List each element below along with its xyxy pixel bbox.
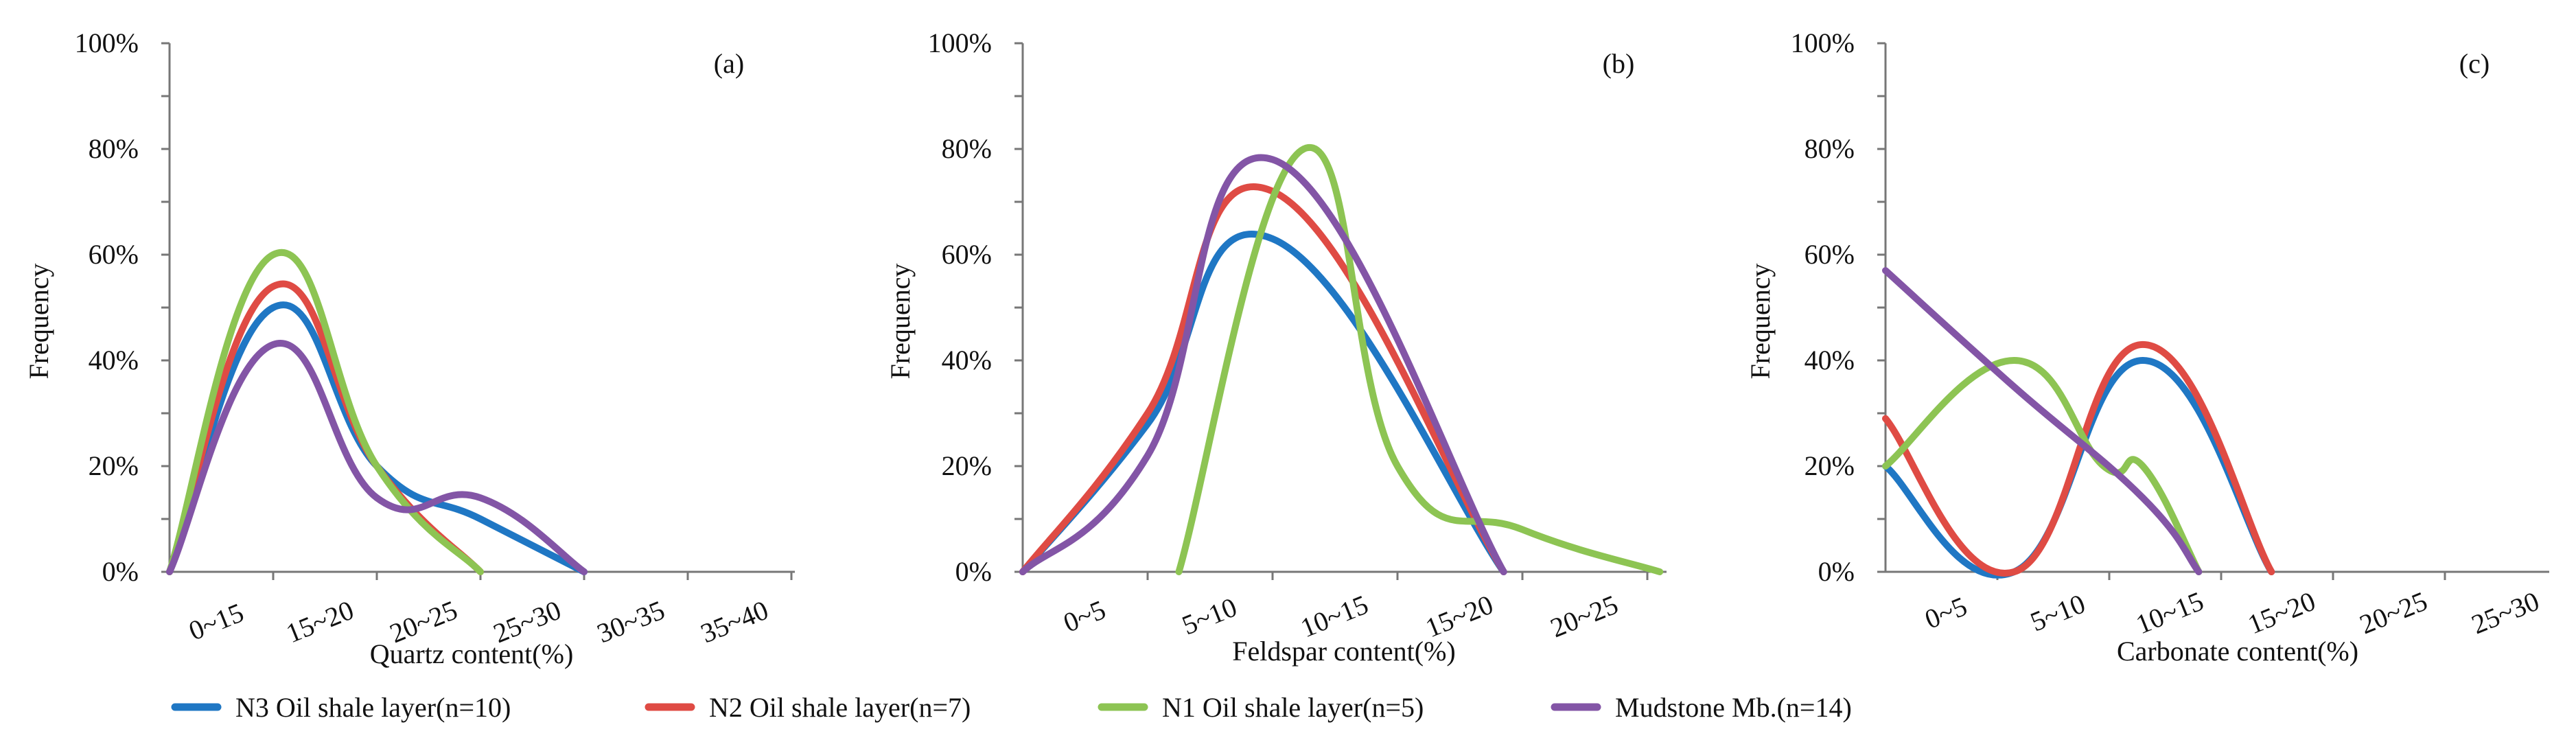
x-tick-label: 0~5 — [1059, 594, 1110, 638]
legend-label: Mudstone Mb.(n=14) — [1615, 692, 1852, 723]
x-tick-label: 25~30 — [2467, 586, 2543, 640]
x-tick-label: 15~20 — [281, 594, 358, 649]
series-line-4 — [166, 340, 588, 575]
series-line-4 — [1882, 267, 2203, 575]
x-tick-label: 5~10 — [2026, 588, 2090, 637]
series-line-1 — [166, 301, 588, 575]
x-axis-title: Feldspar content(%) — [1232, 636, 1455, 667]
y-tick-label: 20% — [1805, 450, 1855, 481]
y-tick-label: 60% — [942, 239, 992, 270]
series-line-3 — [166, 249, 484, 575]
y-tick-label: 40% — [1805, 345, 1855, 376]
x-tick-label: 15~20 — [2243, 586, 2319, 640]
x-tick-label: 0~15 — [185, 597, 248, 646]
y-axis-title: Frequency — [885, 264, 916, 380]
y-tick-label: 80% — [1805, 133, 1855, 164]
legend-label: N3 Oil shale layer(n=10) — [235, 692, 511, 723]
legend-label: N2 Oil shale layer(n=7) — [709, 692, 971, 723]
legend: N3 Oil shale layer(n=10) N2 Oil shale lay… — [171, 692, 1852, 723]
y-tick-label: 0% — [102, 556, 139, 587]
y-tick-label: 40% — [942, 345, 992, 376]
x-tick-label: 5~10 — [1178, 591, 1242, 640]
panel-tag: (b) — [1603, 48, 1635, 79]
panel-tag: (a) — [714, 48, 744, 79]
legend-label: N1 Oil shale layer(n=5) — [1162, 692, 1424, 723]
y-tick-label: 20% — [89, 450, 139, 481]
y-tick-label: 0% — [955, 556, 992, 587]
x-tick-label: 20~25 — [2355, 586, 2431, 640]
x-tick-label: 30~35 — [592, 594, 669, 649]
panel-tag: (c) — [2459, 48, 2490, 79]
series-line-3 — [1175, 143, 1664, 575]
y-tick-label: 0% — [1818, 556, 1855, 587]
y-tick-label: 60% — [1805, 239, 1855, 270]
panel-c-chart: 0% 20% 40% 60% 80% 100% 0~5 5~10 10~15 15~20 20~25… — [1745, 27, 2549, 667]
y-tick-label: 100% — [1791, 27, 1855, 58]
y-tick-label: 80% — [89, 133, 139, 164]
x-tick-label: 0~5 — [1921, 590, 1971, 635]
y-tick-label: 40% — [89, 345, 139, 376]
y-tick-label: 80% — [942, 133, 992, 164]
x-axis-title: Quartz content(%) — [370, 638, 574, 669]
x-tick-label: 20~25 — [1546, 589, 1622, 644]
y-tick-label: 100% — [75, 27, 139, 58]
y-tick-label: 60% — [89, 239, 139, 270]
y-axis-title: Frequency — [23, 264, 54, 380]
x-tick-label: 35~40 — [696, 594, 772, 649]
panel-b-chart: 0%20%40%60%80%100%0~5 5~10 10~15 15~20 20~25… — [885, 27, 1667, 667]
y-tick-label: 20% — [942, 450, 992, 481]
x-axis-title: Carbonate content(%) — [2117, 636, 2358, 667]
y-tick-label: 100% — [928, 27, 992, 58]
series-line-2 — [1019, 183, 1507, 575]
x-tick-label: 10~15 — [2131, 586, 2207, 640]
y-axis-title: Frequency — [1745, 264, 1776, 380]
series-line-4 — [1019, 154, 1507, 575]
panel-a-chart: 0%20%40%60%80%100%0~15 15~20 20~25 25~30 30~… — [23, 27, 795, 669]
series-line-1 — [1882, 357, 2275, 579]
